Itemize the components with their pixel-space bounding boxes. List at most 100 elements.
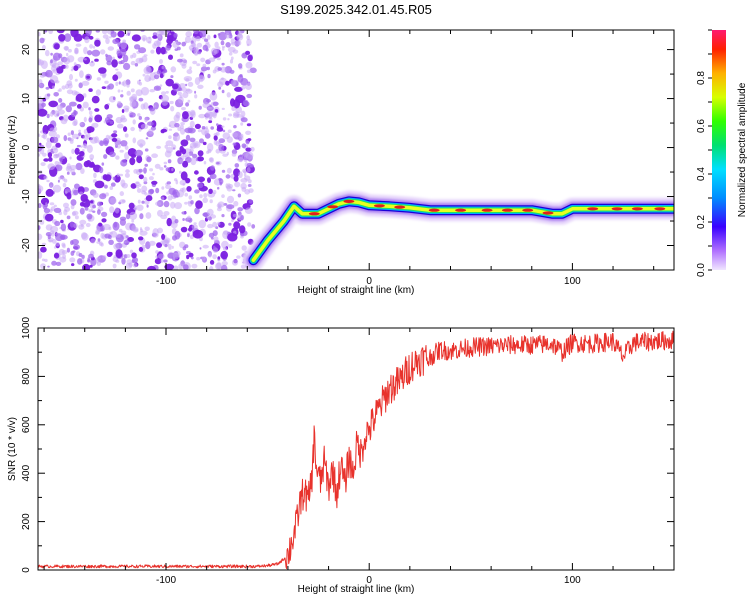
ridge-peak (631, 207, 643, 211)
noise-blob (119, 47, 127, 56)
noise-blob (175, 150, 182, 157)
noise-blob (207, 177, 211, 184)
noise-blob (138, 168, 143, 173)
noise-blob (46, 179, 50, 183)
noise-blob (105, 192, 109, 197)
noise-blob (96, 77, 102, 81)
noise-blob (168, 124, 172, 128)
noise-blob (121, 81, 125, 86)
noise-blob (203, 193, 208, 198)
noise-blob (86, 213, 93, 220)
noise-blob (242, 170, 247, 174)
noise-blob (226, 195, 235, 204)
noise-blob (213, 236, 219, 242)
noise-blob (212, 247, 218, 253)
noise-blob (166, 181, 171, 185)
noise-blob (77, 258, 83, 265)
noise-blob (144, 163, 148, 167)
y-tick-label: 10 (21, 93, 32, 105)
noise-blob (178, 263, 184, 270)
noise-blob (64, 46, 69, 51)
noise-blob (245, 151, 254, 160)
ridge-peak (455, 208, 467, 212)
noise-blob (173, 136, 178, 141)
noise-blob (138, 128, 142, 132)
noise-blob (165, 90, 169, 94)
noise-blob (95, 89, 101, 96)
noise-blob (94, 180, 105, 189)
noise-blob (43, 208, 51, 214)
spectrogram-frame (37, 29, 675, 271)
noise-blob (216, 57, 221, 61)
noise-blob (165, 45, 171, 51)
noise-blob (62, 183, 67, 188)
noise-blob (120, 140, 128, 147)
noise-blob (222, 129, 226, 133)
noise-blob (247, 138, 252, 142)
ridge-peak (428, 208, 440, 212)
noise-blob (236, 33, 244, 41)
noise-blob (197, 129, 202, 133)
noise-blob (75, 93, 85, 102)
noise-blob (81, 232, 88, 240)
noise-blob (156, 145, 162, 149)
noise-blob (140, 86, 150, 96)
noise-blob (190, 256, 194, 260)
noise-blob (101, 86, 107, 89)
noise-blob (58, 248, 65, 256)
y-tick-label: 1000 (21, 316, 32, 339)
noise-blob (55, 261, 62, 266)
noise-blob (208, 188, 213, 194)
noise-blob (76, 137, 79, 140)
noise-blob (247, 179, 252, 184)
noise-blob (99, 140, 105, 147)
noise-blob (231, 259, 239, 266)
noise-blob (88, 209, 92, 213)
noise-blob (231, 132, 238, 138)
noise-blob (221, 125, 225, 128)
noise-blob (172, 83, 179, 90)
noise-blob (134, 44, 141, 50)
noise-blob (173, 114, 180, 122)
noise-blob (193, 222, 197, 225)
noise-blob (110, 182, 116, 187)
noise-blob (40, 197, 50, 205)
noise-blob (111, 133, 118, 138)
noise-blob (196, 182, 204, 189)
ridge-peak (654, 207, 666, 211)
y-tick-label: 600 (21, 416, 32, 433)
noise-blob (192, 42, 197, 49)
noise-blob (70, 240, 74, 246)
noise-blob (154, 258, 162, 265)
noise-blob (184, 127, 193, 134)
noise-blob (148, 240, 156, 246)
noise-blob (144, 200, 150, 205)
noise-blob (67, 132, 71, 136)
noise-blob (233, 111, 240, 117)
noise-blob (124, 152, 130, 160)
noise-blob (202, 256, 206, 261)
noise-blob (71, 211, 77, 217)
noise-blob (192, 229, 204, 239)
noise-blob (139, 213, 144, 220)
noise-blob (105, 37, 110, 45)
noise-blob (130, 183, 137, 189)
noise-blob (88, 110, 93, 116)
noise-blob (66, 247, 70, 253)
noise-blob (69, 165, 77, 170)
noise-blob (53, 92, 59, 97)
noise-blob (116, 173, 120, 177)
noise-blob (221, 47, 225, 51)
noise-blob (78, 129, 81, 133)
noise-blob (234, 86, 243, 92)
noise-blob (177, 91, 182, 96)
noise-blob (213, 48, 219, 54)
noise-blob (245, 147, 252, 152)
noise-blob (146, 204, 149, 208)
noise-blob (213, 135, 218, 141)
noise-blob (233, 125, 237, 129)
noise-blob (120, 159, 128, 167)
noise-blob (110, 197, 117, 204)
noise-blob (232, 189, 236, 192)
